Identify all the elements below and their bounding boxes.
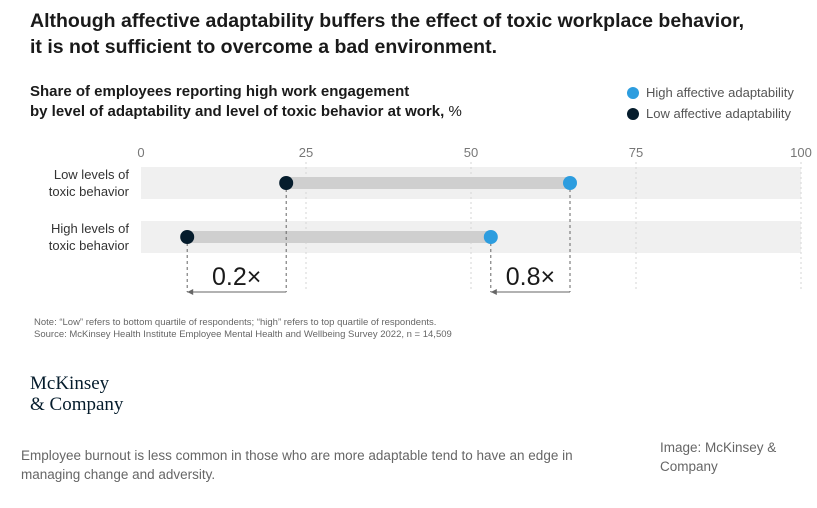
x-tick-label-50: 50 [464, 145, 478, 160]
headline-line-2: it is not sufficient to overcome a bad e… [30, 36, 497, 58]
legend-dot-high [627, 86, 639, 99]
dumbbell-chart: 0 25 50 75 100 Low levels of toxic behavior Hig… [49, 145, 812, 295]
chart-note: Note: “Low” refers to bottom quartile of… [34, 317, 452, 341]
legend-label-high: High affective adaptability [646, 85, 794, 100]
x-tick-label-75: 75 [629, 145, 643, 160]
category-label-0-line-1: Low levels of [54, 167, 130, 182]
chart-legend: High affective adaptability Low affectiv… [627, 82, 794, 124]
x-tick-label-25: 25 [299, 145, 313, 160]
chart-title-line-2: by level of adaptability and level of to… [30, 103, 462, 120]
chart-unit: % [448, 103, 462, 120]
legend-item-high: High affective adaptability [627, 82, 794, 103]
note-line: Note: “Low” refers to bottom quartile of… [34, 317, 437, 328]
chart-title: Share of employees reporting high work e… [30, 82, 550, 122]
dot-series-1-row-0 [279, 176, 294, 190]
source-line: Source: McKinsey Health Institute Employ… [34, 329, 452, 340]
bracket-arrow-low [187, 289, 194, 295]
logo-line-2: & Company [30, 394, 124, 415]
image-caption: Employee burnout is less common in those… [21, 448, 573, 482]
image-credit: Image: McKinsey & Company [660, 440, 777, 474]
mckinsey-logo: McKinsey & Company [30, 373, 123, 415]
legend-dot-low [627, 107, 639, 120]
category-label-1-line-2: toxic behavior [49, 238, 130, 253]
dot-series-0-row-0 [563, 176, 577, 190]
dot-series-0-row-1 [483, 230, 498, 244]
legend-label-low: Low affective adaptability [646, 106, 792, 121]
annotation-high-ratio: 0.8× [506, 263, 555, 291]
x-tick-label-0: 0 [137, 145, 144, 160]
logo-line-1: McKinsey [30, 373, 110, 394]
category-label-0-line-2: toxic behavior [49, 184, 130, 199]
x-tick-label-100: 100 [790, 145, 812, 160]
headline: Although affective adaptability buffers … [30, 8, 810, 60]
annotation-low-ratio: 0.2× [212, 263, 261, 291]
category-label-1-line-1: High levels of [51, 221, 129, 236]
chart-title-line-1: Share of employees reporting high work e… [30, 83, 410, 100]
legend-item-low: Low affective adaptability [627, 103, 794, 124]
dot-series-1-row-1 [180, 230, 195, 244]
headline-line-1: Although affective adaptability buffers … [30, 10, 745, 32]
bracket-arrow-high [490, 289, 497, 295]
